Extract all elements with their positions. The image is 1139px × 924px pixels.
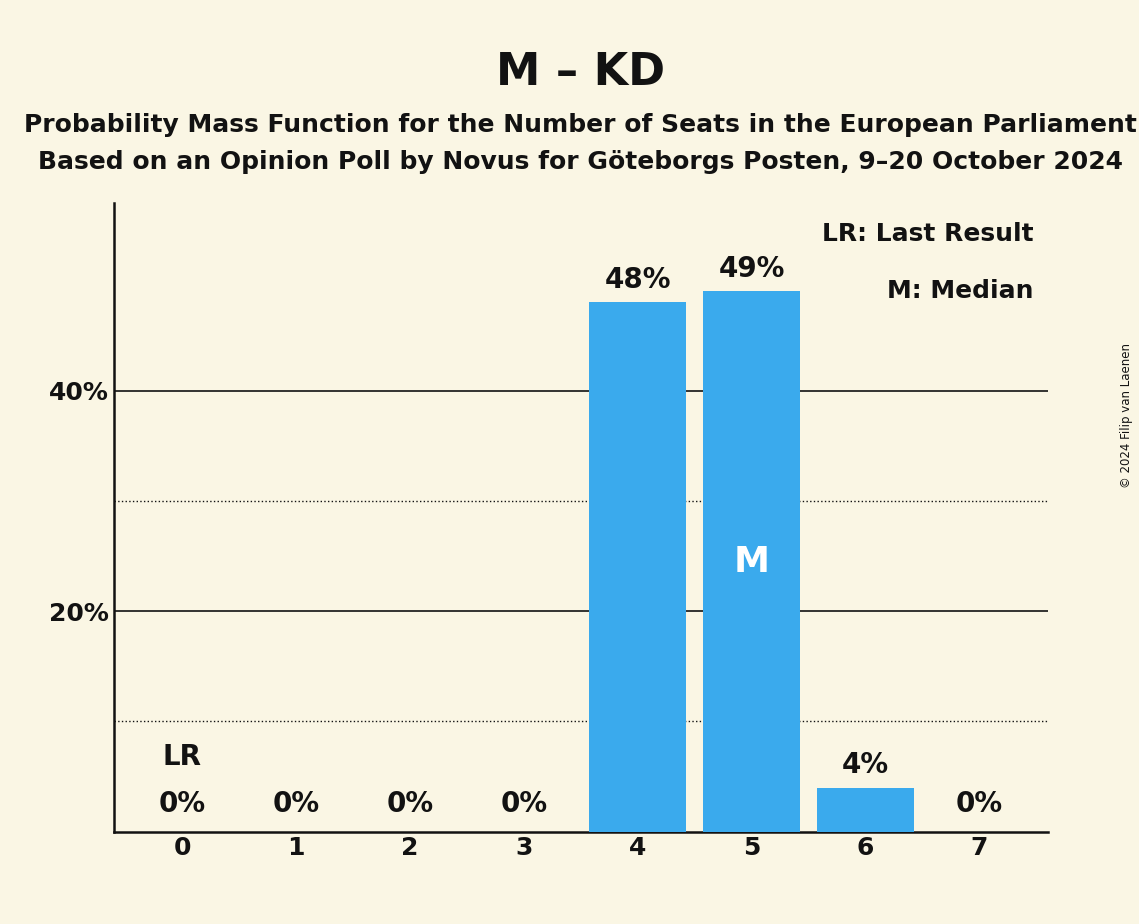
Text: 0%: 0%: [386, 790, 434, 819]
Text: M – KD: M – KD: [497, 51, 665, 94]
Bar: [818, 787, 915, 832]
Text: 0%: 0%: [500, 790, 548, 819]
Bar: [704, 291, 800, 832]
Text: M: Median: M: Median: [887, 279, 1034, 303]
Text: LR: LR: [163, 743, 202, 771]
Text: © 2024 Filip van Laenen: © 2024 Filip van Laenen: [1121, 344, 1133, 488]
Text: 49%: 49%: [719, 255, 785, 283]
Text: LR: Last Result: LR: Last Result: [822, 222, 1034, 246]
Text: M: M: [734, 544, 770, 578]
Text: 4%: 4%: [842, 750, 890, 779]
Text: 48%: 48%: [605, 266, 671, 294]
Bar: [590, 302, 686, 832]
Text: 0%: 0%: [272, 790, 320, 819]
Text: 0%: 0%: [158, 790, 206, 819]
Text: Based on an Opinion Poll by Novus for Göteborgs Posten, 9–20 October 2024: Based on an Opinion Poll by Novus for Gö…: [39, 150, 1123, 174]
Text: 0%: 0%: [956, 790, 1003, 819]
Text: Probability Mass Function for the Number of Seats in the European Parliament: Probability Mass Function for the Number…: [24, 113, 1138, 137]
